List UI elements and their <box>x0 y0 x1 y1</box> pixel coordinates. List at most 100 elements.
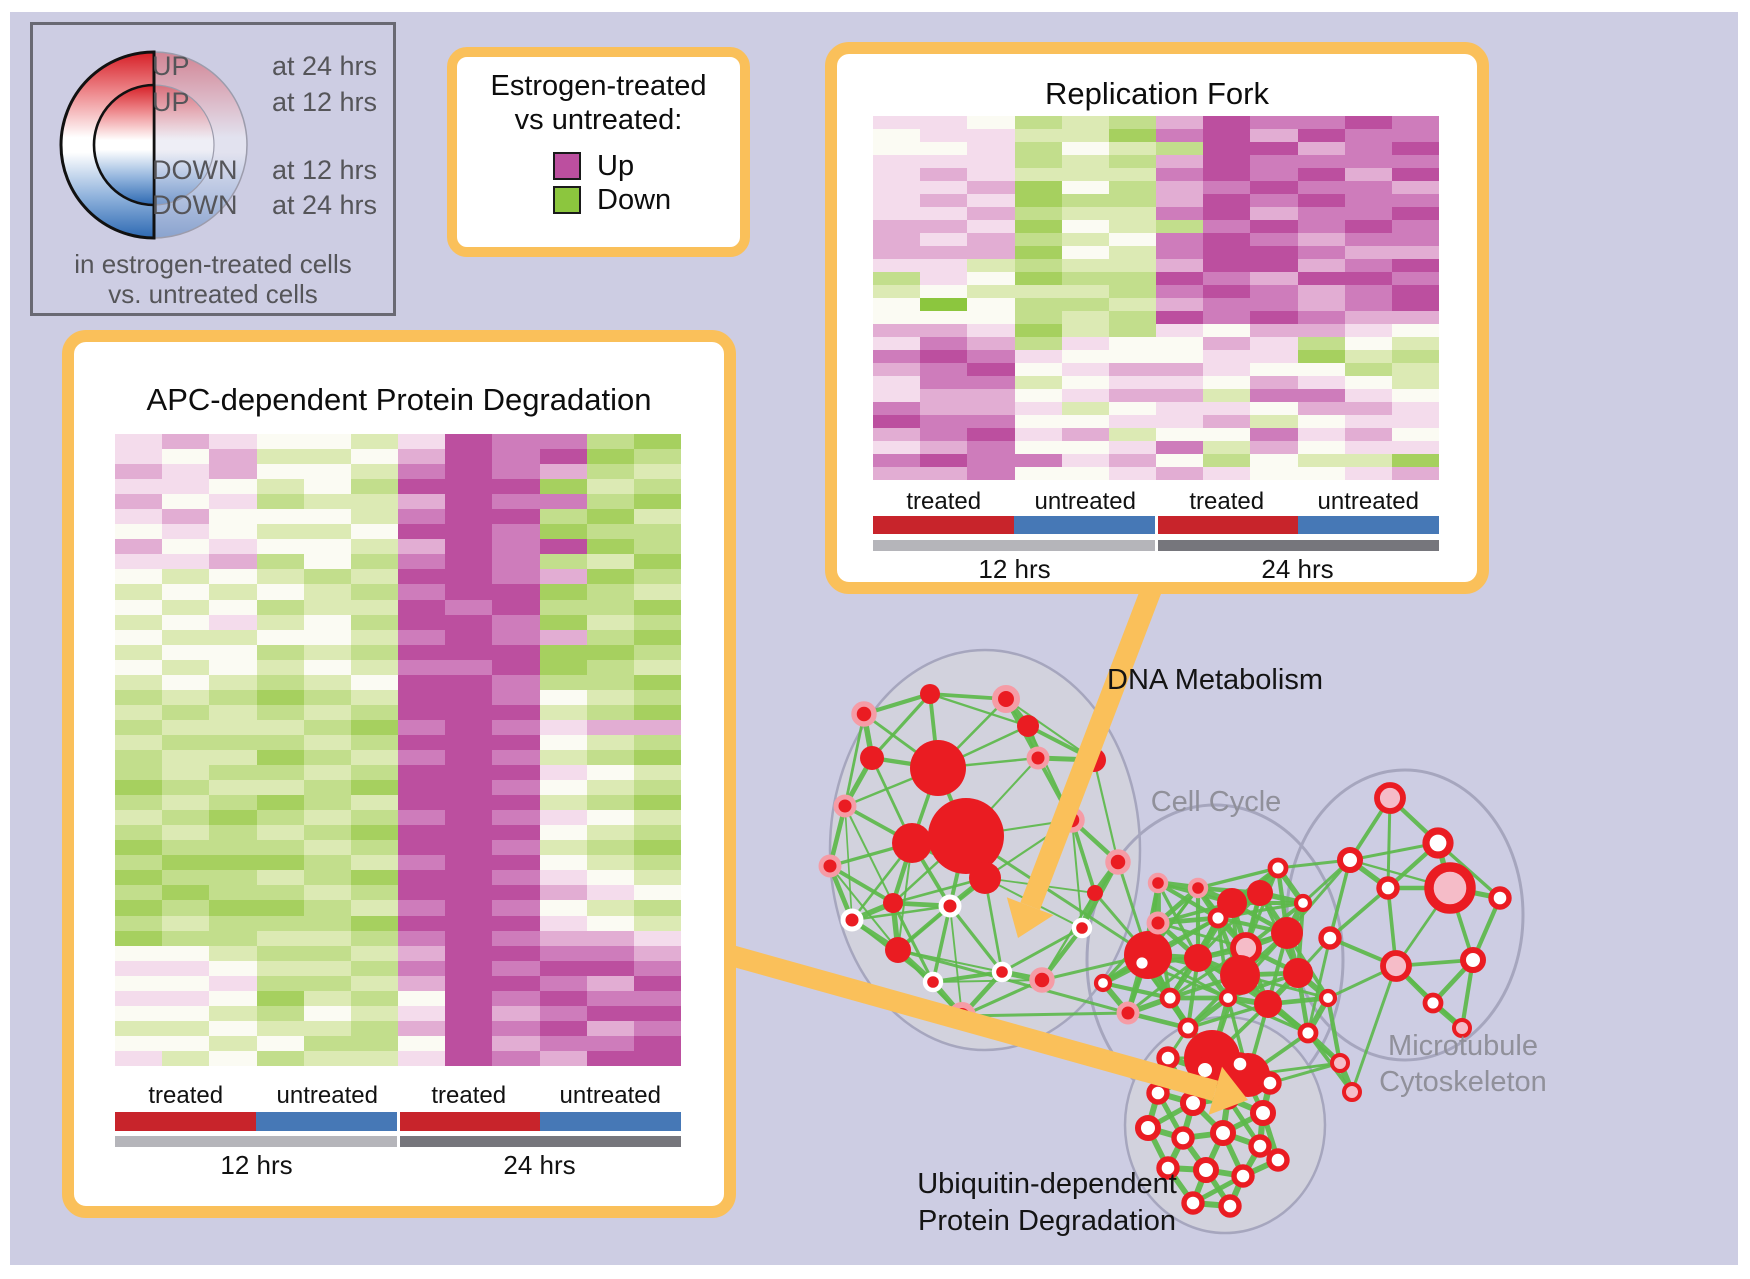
heatmap-row <box>873 259 1440 272</box>
network-node <box>885 937 911 963</box>
heatmap-cell <box>398 644 446 660</box>
heatmap-cell <box>1250 402 1298 415</box>
heatmap-cell <box>445 449 493 465</box>
heatmap-cell <box>303 554 351 570</box>
network-node <box>1181 1191 1205 1215</box>
heatmap-cell <box>303 734 351 750</box>
heatmap-row <box>873 350 1440 363</box>
heatmap-cell <box>873 181 921 194</box>
heatmap-cell <box>586 524 634 540</box>
heatmap-cell <box>492 1005 540 1021</box>
network-node <box>1283 958 1313 988</box>
heatmap-cell <box>967 220 1015 233</box>
heatmap-cell <box>539 479 587 495</box>
heatmap-row <box>115 1020 682 1036</box>
heatmap-cell <box>920 376 968 389</box>
heatmap-cell <box>539 644 587 660</box>
replication-fork-panel: Replication Fork treated untreated treat… <box>825 42 1489 594</box>
heatmap-cell <box>209 810 257 826</box>
heatmap-cell <box>350 494 399 510</box>
network-edge <box>931 905 952 983</box>
heatmap-cell <box>350 569 399 585</box>
heatmap-cell <box>539 449 587 465</box>
heatmap-cell <box>115 825 163 841</box>
apc-condition-bar <box>115 1112 681 1131</box>
heatmap-row <box>873 246 1440 259</box>
heatmap-cell <box>209 539 257 555</box>
ring-time: at 24 hrs <box>271 190 377 220</box>
heatmap-cell <box>1108 194 1157 207</box>
heatmap-cell <box>445 689 493 705</box>
heatmap-cell <box>873 207 921 220</box>
heatmap-cell <box>445 524 493 540</box>
heatmap-cell <box>1108 428 1157 441</box>
heatmap-cell <box>920 298 968 311</box>
heatmap-cell <box>445 990 493 1006</box>
heatmap-cell <box>1391 142 1440 155</box>
heatmap-cell <box>256 734 304 750</box>
heatmap-cell <box>492 1050 540 1066</box>
color-key-box: Estrogen-treated vs untreated: Up Down <box>447 47 750 257</box>
heatmap-row <box>115 524 682 540</box>
heatmap-row <box>115 825 682 841</box>
heatmap-cell <box>967 311 1015 324</box>
heatmap-cell <box>398 524 446 540</box>
heatmap-cell <box>586 614 634 630</box>
heatmap-cell <box>115 810 163 826</box>
heatmap-cell <box>209 689 257 705</box>
heatmap-cell <box>162 539 210 555</box>
heatmap-cell <box>350 825 399 841</box>
network-node <box>920 684 940 704</box>
heatmap-cell <box>162 434 210 450</box>
heatmap-cell <box>492 960 540 976</box>
heatmap-cell <box>350 689 399 705</box>
heatmap-cell <box>115 990 163 1006</box>
heatmap-row <box>115 945 682 961</box>
heatmap-cell <box>492 930 540 946</box>
heatmap-cell <box>492 554 540 570</box>
apc-time-labels: 12 hrs 24 hrs <box>115 1150 681 1181</box>
heatmap-cell <box>967 194 1015 207</box>
heatmap-cell <box>1108 298 1157 311</box>
heatmap-cell <box>350 795 399 811</box>
heatmap-cell <box>873 142 921 155</box>
network-node <box>1147 872 1169 894</box>
heatmap-cell <box>1108 246 1157 259</box>
replication-fork-heatmap <box>873 116 1440 480</box>
heatmap-cell <box>115 509 163 525</box>
heatmap-cell <box>256 644 304 660</box>
heatmap-cell <box>256 960 304 976</box>
network-edge <box>1306 937 1332 1034</box>
heatmap-cell <box>162 554 210 570</box>
heatmap-cell <box>398 930 446 946</box>
heatmap-cell <box>492 509 540 525</box>
heatmap-cell <box>1108 233 1157 246</box>
heatmap-cell <box>1014 233 1062 246</box>
network-edge <box>929 692 1029 728</box>
heatmap-cell <box>303 644 351 660</box>
heatmap-cell <box>920 220 968 233</box>
heatmap-cell <box>1203 441 1251 454</box>
heatmap-cell <box>1344 142 1392 155</box>
heatmap-cell <box>209 1005 257 1021</box>
heatmap-cell <box>350 584 399 600</box>
heatmap-cell <box>1014 259 1062 272</box>
heatmap-cell <box>586 915 634 931</box>
heatmap-cell <box>633 990 682 1006</box>
heatmap-cell <box>256 945 304 961</box>
heatmap-cell <box>633 614 682 630</box>
heatmap-cell <box>633 449 682 465</box>
heatmap-cell <box>920 350 968 363</box>
heatmap-cell <box>445 795 493 811</box>
heatmap-cell <box>1250 259 1298 272</box>
heatmap-cell <box>539 1035 587 1051</box>
network-node <box>860 746 884 770</box>
heatmap-cell <box>633 855 682 871</box>
heatmap-cell <box>1297 363 1345 376</box>
heatmap-cell <box>1250 454 1298 467</box>
heatmap-cell <box>633 434 682 450</box>
heatmap-cell <box>303 810 351 826</box>
heatmap-cell <box>350 509 399 525</box>
heatmap-row <box>115 629 682 645</box>
